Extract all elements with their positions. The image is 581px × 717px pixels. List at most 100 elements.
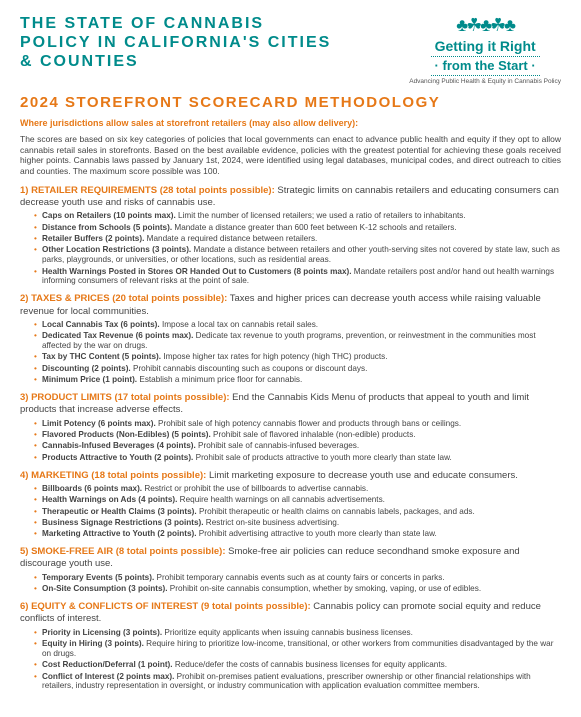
list-item: Cannabis-Infused Beverages (4 points). P… xyxy=(34,441,561,451)
list-item: Temporary Events (5 points). Prohibit te… xyxy=(34,573,561,583)
item-text: Impose a local tax on cannabis retail sa… xyxy=(160,320,318,329)
item-text: Prohibit temporary cannabis events such … xyxy=(154,573,444,582)
item-text: Impose higher tax rates for high potency… xyxy=(161,352,387,361)
item-text: Mandate a distance greater than 600 feet… xyxy=(172,223,456,232)
logo-text-line1: Getting it Right xyxy=(409,37,561,55)
item-bold: Business Signage Restrictions (3 points)… xyxy=(42,518,204,527)
item-bold: Therapeutic or Health Claims (3 points). xyxy=(42,507,197,516)
item-list: Local Cannabis Tax (6 points). Impose a … xyxy=(34,320,561,385)
item-bold: On-Site Consumption (3 points). xyxy=(42,584,168,593)
list-item: Health Warnings on Ads (4 points). Requi… xyxy=(34,495,561,505)
item-bold: Health Warnings on Ads (4 points). xyxy=(42,495,177,504)
header-row: THE STATE OF CANNABIS POLICY IN CALIFORN… xyxy=(20,14,561,87)
subtitle: 2024 STOREFRONT SCORECARD METHODOLOGY xyxy=(20,93,561,113)
item-text: Prohibit sale of flavored inhalable (non… xyxy=(211,430,416,439)
item-text: Prioritize equity applicants when issuin… xyxy=(162,628,413,637)
item-bold: Discounting (2 points). xyxy=(42,364,131,373)
list-item: Health Warnings Posted in Stores OR Hand… xyxy=(34,267,561,287)
list-item: Marketing Attractive to Youth (2 points)… xyxy=(34,529,561,539)
item-text: Restrict or prohibit the use of billboar… xyxy=(142,484,368,493)
list-item: Priority in Licensing (3 points). Priori… xyxy=(34,628,561,638)
list-item: Therapeutic or Health Claims (3 points).… xyxy=(34,507,561,517)
tagline: Where jurisdictions allow sales at store… xyxy=(20,118,561,130)
category-title: 2) TAXES & PRICES (20 total points possi… xyxy=(20,293,227,304)
list-item: On-Site Consumption (3 points). Prohibit… xyxy=(34,584,561,594)
category-heading: 1) RETAILER REQUIREMENTS (28 total point… xyxy=(20,185,561,210)
list-item: Cost Reduction/Deferral (1 point). Reduc… xyxy=(34,660,561,670)
list-item: Equity in Hiring (3 points). Require hir… xyxy=(34,639,561,659)
list-item: Business Signage Restrictions (3 points)… xyxy=(34,518,561,528)
item-text: Prohibit on-site cannabis consumption, w… xyxy=(168,584,482,593)
item-bold: Health Warnings Posted in Stores OR Hand… xyxy=(42,267,352,276)
list-item: Flavored Products (Non-Edibles) (5 point… xyxy=(34,430,561,440)
item-text: Mandate a required distance between reta… xyxy=(144,234,317,243)
logo-icon-row: ♣☘♣☘♣ xyxy=(409,14,561,37)
category-heading: 2) TAXES & PRICES (20 total points possi… xyxy=(20,293,561,318)
item-bold: Temporary Events (5 points). xyxy=(42,573,154,582)
list-item: Other Location Restrictions (3 points). … xyxy=(34,245,561,265)
item-bold: Dedicated Tax Revenue (6 points max). xyxy=(42,331,193,340)
item-bold: Priority in Licensing (3 points). xyxy=(42,628,162,637)
list-item: Limit Potency (6 points max). Prohibit s… xyxy=(34,419,561,429)
item-bold: Cannabis-Infused Beverages (4 points). xyxy=(42,441,196,450)
item-bold: Limit Potency (6 points max). xyxy=(42,419,156,428)
list-item: Retailer Buffers (2 points). Mandate a r… xyxy=(34,234,561,244)
category-title: 5) SMOKE-FREE AIR (8 total points possib… xyxy=(20,546,226,557)
category-heading: 5) SMOKE-FREE AIR (8 total points possib… xyxy=(20,546,561,571)
item-list: Caps on Retailers (10 points max). Limit… xyxy=(34,211,561,286)
item-list: Limit Potency (6 points max). Prohibit s… xyxy=(34,419,561,463)
logo-block: ♣☘♣☘♣ Getting it Right · from the Start … xyxy=(409,14,561,87)
item-list: Temporary Events (5 points). Prohibit te… xyxy=(34,573,561,594)
item-bold: Billboards (6 points max). xyxy=(42,484,142,493)
logo-tagline: Advancing Public Health & Equity in Cann… xyxy=(409,78,561,86)
category-heading: 4) MARKETING (18 total points possible):… xyxy=(20,470,561,482)
category-title: 4) MARKETING (18 total points possible): xyxy=(20,470,206,481)
category-title: 3) PRODUCT LIMITS (17 total points possi… xyxy=(20,392,230,403)
item-bold: Marketing Attractive to Youth (2 points)… xyxy=(42,529,197,538)
categories-container: 1) RETAILER REQUIREMENTS (28 total point… xyxy=(20,185,561,692)
item-text: Limit the number of licensed retailers; … xyxy=(176,211,466,220)
item-text: Prohibit sale of high potency cannabis f… xyxy=(156,419,461,428)
category-desc: Limit marketing exposure to decrease you… xyxy=(206,470,518,481)
category-heading: 6) EQUITY & CONFLICTS OF INTEREST (9 tot… xyxy=(20,601,561,626)
item-text: Reduce/defer the costs of cannabis busin… xyxy=(173,660,447,669)
item-list: Priority in Licensing (3 points). Priori… xyxy=(34,628,561,692)
intro-paragraph: The scores are based on six key categori… xyxy=(20,134,561,177)
item-bold: Other Location Restrictions (3 points). xyxy=(42,245,191,254)
item-text: Require health warnings on all cannabis … xyxy=(177,495,385,504)
item-text: Prohibit sale of products attractive to … xyxy=(193,453,452,462)
logo-text-line2: · from the Start · xyxy=(431,56,540,77)
item-bold: Minimum Price (1 point). xyxy=(42,375,137,384)
category-heading: 3) PRODUCT LIMITS (17 total points possi… xyxy=(20,392,561,417)
item-text: Prohibit advertising attractive to youth… xyxy=(197,529,437,538)
list-item: Tax by THC Content (5 points). Impose hi… xyxy=(34,352,561,362)
list-item: Caps on Retailers (10 points max). Limit… xyxy=(34,211,561,221)
item-bold: Flavored Products (Non-Edibles) (5 point… xyxy=(42,430,211,439)
item-text: Prohibit cannabis discounting such as co… xyxy=(131,364,368,373)
item-text: Prohibit sale of cannabis-infused bevera… xyxy=(196,441,359,450)
item-text: Establish a minimum price floor for cann… xyxy=(137,375,302,384)
list-item: Conflict of Interest (2 points max). Pro… xyxy=(34,672,561,692)
item-text: Restrict on-site business advertising. xyxy=(204,518,340,527)
list-item: Billboards (6 points max). Restrict or p… xyxy=(34,484,561,494)
list-item: Distance from Schools (5 points). Mandat… xyxy=(34,223,561,233)
item-bold: Tax by THC Content (5 points). xyxy=(42,352,161,361)
list-item: Dedicated Tax Revenue (6 points max). De… xyxy=(34,331,561,351)
list-item: Discounting (2 points). Prohibit cannabi… xyxy=(34,364,561,374)
item-bold: Caps on Retailers (10 points max). xyxy=(42,211,176,220)
item-bold: Products Attractive to Youth (2 points). xyxy=(42,453,193,462)
item-bold: Cost Reduction/Deferral (1 point). xyxy=(42,660,173,669)
item-text: Prohibit therapeutic or health claims on… xyxy=(197,507,475,516)
list-item: Minimum Price (1 point). Establish a min… xyxy=(34,375,561,385)
item-bold: Local Cannabis Tax (6 points). xyxy=(42,320,160,329)
item-bold: Equity in Hiring (3 points). xyxy=(42,639,144,648)
item-bold: Retailer Buffers (2 points). xyxy=(42,234,144,243)
list-item: Local Cannabis Tax (6 points). Impose a … xyxy=(34,320,561,330)
item-bold: Distance from Schools (5 points). xyxy=(42,223,172,232)
item-bold: Conflict of Interest (2 points max). xyxy=(42,672,174,681)
main-title: THE STATE OF CANNABIS POLICY IN CALIFORN… xyxy=(20,14,340,72)
item-list: Billboards (6 points max). Restrict or p… xyxy=(34,484,561,539)
category-title: 6) EQUITY & CONFLICTS OF INTEREST (9 tot… xyxy=(20,601,311,612)
list-item: Products Attractive to Youth (2 points).… xyxy=(34,453,561,463)
category-title: 1) RETAILER REQUIREMENTS (28 total point… xyxy=(20,185,275,196)
